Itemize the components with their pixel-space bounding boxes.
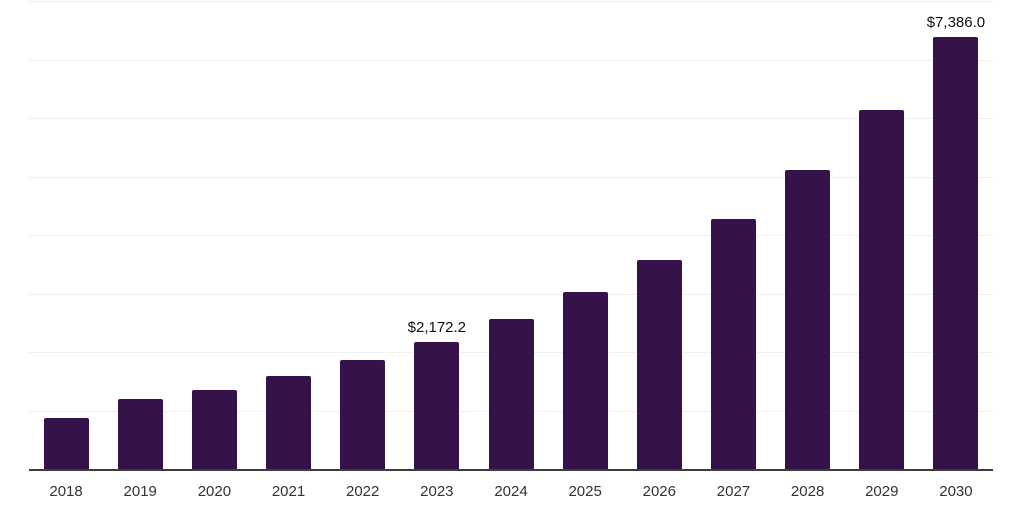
bar-2030: [933, 36, 979, 469]
bar-2024: [488, 319, 534, 469]
x-tick-label-2024: 2024: [494, 483, 528, 500]
bar-2020: [191, 390, 237, 469]
data-label-2030: $7,386.0: [926, 13, 986, 31]
gridline-7000: [29, 59, 993, 61]
gridline-8000: [29, 1, 993, 2]
x-tick-label-2022: 2022: [346, 483, 380, 500]
x-tick-label-2020: 2020: [197, 483, 232, 500]
x-tick-label-2026: 2026: [642, 483, 676, 500]
bar-2023: [414, 341, 460, 469]
gridline-5000: [29, 176, 993, 178]
bar-2021: [266, 376, 312, 469]
data-label-2023: $2,172.2: [407, 318, 467, 336]
x-tick-label-2021: 2021: [271, 483, 306, 500]
gridline-3000: [29, 293, 993, 295]
x-tick-label-2028: 2028: [790, 483, 825, 500]
bar-2028: [785, 170, 831, 469]
bar-2019: [117, 398, 163, 469]
gridline-4000: [29, 235, 993, 236]
bar-2026: [636, 259, 682, 469]
x-tick-label-2023: 2023: [420, 483, 454, 500]
bar-2029: [859, 110, 905, 469]
x-tick-label-2019: 2019: [123, 483, 157, 500]
x-axis-line: [29, 469, 993, 471]
bar-2025: [562, 292, 608, 469]
x-tick-label-2030: 2030: [939, 483, 973, 500]
x-tick-label-2018: 2018: [49, 483, 83, 500]
gridline-6000: [29, 118, 993, 119]
bar-2018: [43, 418, 89, 469]
bar-2027: [710, 219, 756, 469]
bar-2022: [340, 360, 386, 469]
x-tick-label-2025: 2025: [568, 483, 602, 500]
x-tick-label-2027: 2027: [716, 483, 751, 500]
x-tick-label-2029: 2029: [865, 483, 899, 500]
